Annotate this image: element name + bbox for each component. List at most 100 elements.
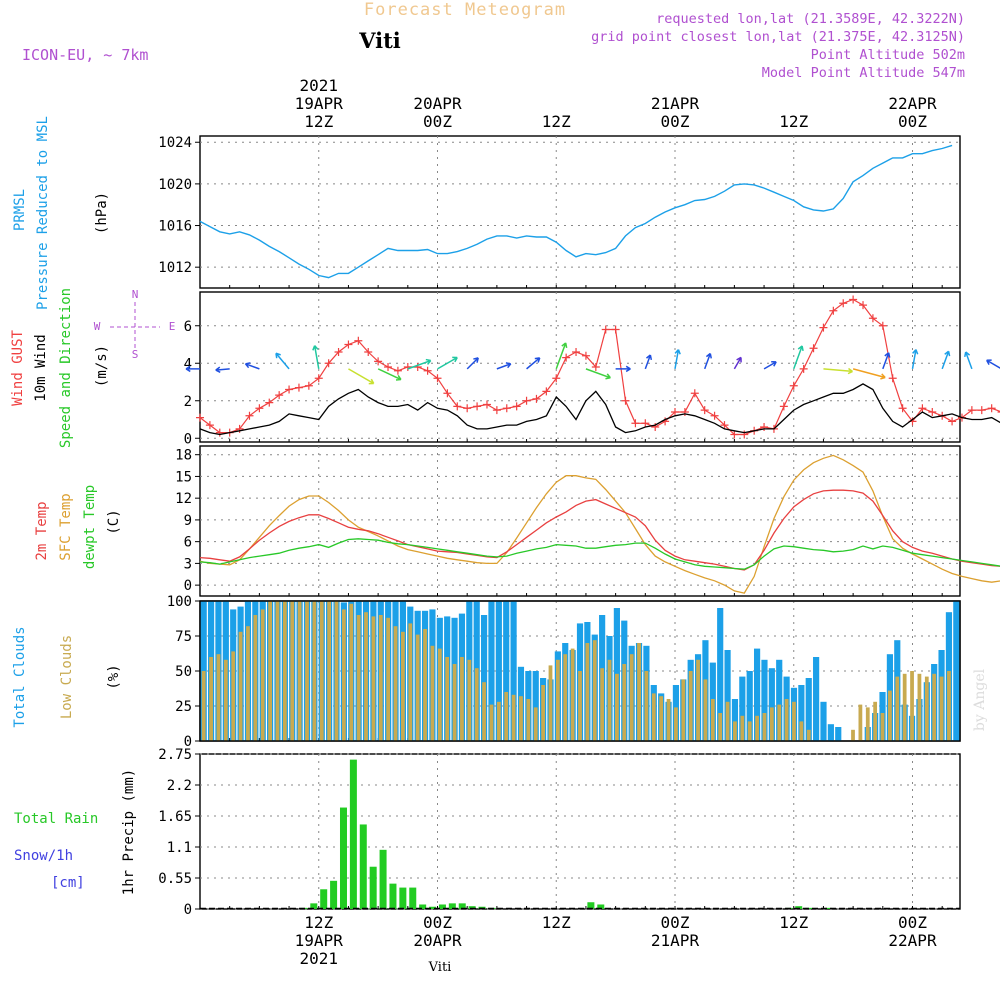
time-label: 19APR (295, 94, 344, 113)
y-tick-label: 50 (175, 664, 192, 680)
rain-bar (795, 906, 803, 909)
rain-bar (359, 824, 367, 909)
gust-marker (799, 364, 808, 373)
time-label: 12Z (779, 913, 808, 932)
time-label: 21APR (651, 931, 700, 950)
gust-marker (710, 411, 719, 420)
low-cloud-bar (408, 623, 413, 741)
total-cloud-bar (746, 671, 753, 741)
low-cloud-bar (888, 690, 892, 741)
low-cloud-bar (666, 699, 671, 741)
wind-direction-arrow (703, 352, 712, 370)
low-cloud-bar (415, 634, 420, 741)
low-cloud-bar (895, 676, 900, 741)
low-cloud-bar (393, 626, 398, 741)
low-cloud-bar (902, 673, 907, 741)
wind-direction-arrow (185, 365, 200, 373)
low-cloud-bar (769, 707, 774, 741)
time-label: 2021 (299, 949, 338, 968)
total-cloud-bar (731, 699, 739, 741)
precip-name: 1hr Precip (mm) (121, 769, 137, 895)
gust-marker (304, 381, 313, 390)
low-cloud-bar (865, 707, 870, 741)
low-cloud-bar (607, 659, 612, 741)
snow-label: Snow/1h (14, 848, 73, 864)
rain-bar (824, 907, 832, 909)
total-cloud-bar (532, 671, 539, 741)
time-label: 21APR (651, 94, 700, 113)
gust-marker (196, 413, 204, 422)
gust-marker (819, 323, 828, 332)
gust-marker (205, 421, 214, 430)
panel-frame (199, 291, 961, 443)
low-cloud-bar (910, 671, 914, 741)
total-cloud-bar (953, 601, 960, 741)
low-cloud-bar (341, 609, 346, 741)
compass-rose-icon: N S W E (94, 288, 176, 361)
total-cloud-bar (827, 724, 834, 741)
pressure-label-2: Pressure Reduced to MSL (35, 116, 51, 310)
low-cloud-bar (238, 631, 243, 741)
gust-marker (631, 419, 640, 428)
y-tick-label: 12 (175, 491, 192, 507)
low-cloud-bar (740, 715, 745, 741)
gust-marker (334, 348, 343, 356)
low-cloud-bar (371, 616, 376, 741)
gust-marker (987, 404, 996, 413)
rain-bar (320, 889, 328, 909)
gust-marker (314, 374, 323, 383)
wind-direction-arrow (526, 357, 541, 370)
model-altitude: Model Point Altitude 547m (762, 65, 965, 81)
dewpoint-line (199, 538, 1000, 570)
clouds-panel: 0 25 50 75 100 (167, 594, 961, 750)
wind-direction-arrow (882, 352, 891, 370)
gust-marker (453, 402, 462, 411)
low-cloud-bar (681, 679, 686, 741)
y-tick-label: 1020 (158, 177, 192, 193)
total-cloud-bar (805, 678, 812, 741)
gust-marker (888, 374, 897, 383)
pressure-label-1: PRMSL (12, 189, 28, 231)
gust-marker (512, 402, 521, 411)
rain-bar (587, 902, 595, 909)
compass-w: W (94, 320, 101, 333)
time-label: 00Z (423, 913, 452, 932)
low-cloud-bar (467, 659, 472, 741)
low-cloud-bar (334, 601, 339, 741)
time-label: 20APR (413, 94, 462, 113)
low-cloud-bar (452, 664, 457, 741)
gust-marker (720, 421, 729, 430)
rain-bar (429, 906, 437, 909)
wind-direction-arrow (615, 365, 631, 373)
figure-title: Forecast Meteogram (364, 0, 566, 20)
gust-marker (740, 430, 749, 439)
total-cloud-bar (768, 668, 775, 741)
low-cloud-bar (482, 682, 486, 741)
gust-marker (285, 385, 294, 394)
y-tick-label: 0.55 (158, 871, 192, 887)
low-cloud-bar (873, 701, 878, 741)
low-cloud-bar (290, 601, 295, 741)
wind-direction-arrow (437, 356, 458, 370)
time-label: 12Z (542, 913, 571, 932)
low-cloud-bar (231, 651, 236, 741)
rain-bar (597, 904, 605, 909)
low-cloud-bar (327, 601, 332, 741)
low-cloud-bar (755, 715, 759, 741)
snow-unit: [cm] (51, 875, 85, 891)
low-cloud-bar (880, 713, 885, 741)
gust-marker (552, 374, 561, 383)
rain-bar (409, 887, 417, 909)
low-cloud-bar (541, 685, 545, 741)
pressure-labels: PRMSL Pressure Reduced to MSL (hPa) (12, 116, 110, 310)
requested-coords: requested lon,lat (21.3589E, 42.3222N) (656, 11, 965, 27)
low-cloud-bar (275, 601, 280, 741)
low-cloud-bar (947, 671, 951, 741)
temperature-labels: 2m Temp SFC Temp dewpt Temp (C) (34, 485, 122, 569)
y-tick-label: 2.75 (158, 747, 192, 763)
rain-bar (310, 903, 318, 909)
low-cloud-bar (548, 665, 553, 741)
panel-frame (199, 135, 961, 289)
